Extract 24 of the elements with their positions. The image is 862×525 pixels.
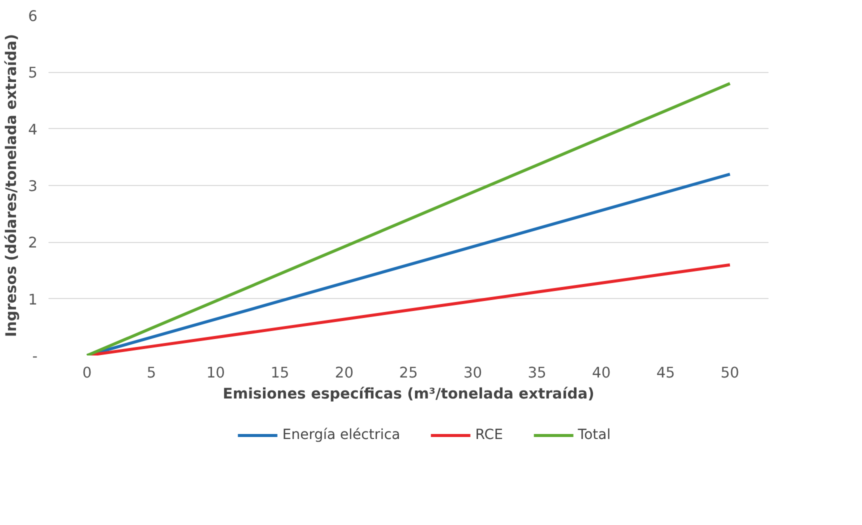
x-tick-label: 20 [334, 364, 354, 382]
x-tick-label: 45 [656, 364, 675, 382]
x-tick-label: 30 [463, 364, 482, 382]
y-tick-label: - [32, 348, 38, 365]
x-tick-label: 25 [399, 364, 418, 382]
x-tick-label: 10 [206, 364, 225, 382]
y-tick-label: 2 [28, 234, 38, 252]
x-tick-label: 50 [720, 364, 740, 382]
x-axis-title: Emisiones específicas (m³/tonelada extraída) [222, 386, 594, 402]
line-series [86, 82, 732, 356]
x-tick-label: 40 [592, 364, 611, 382]
x-tick-label: 15 [270, 364, 290, 382]
x-tick-label: 5 [146, 364, 156, 382]
y-tick-label: 3 [28, 178, 38, 195]
x-tick-label: 35 [528, 364, 546, 382]
y-tick-label: 5 [28, 64, 38, 82]
legend-label: RCE [475, 427, 503, 443]
legend-label: Energía eléctrica [282, 427, 400, 443]
x-tick-label: 0 [82, 364, 92, 382]
legend-label: Total [578, 427, 611, 443]
y-tick-label: 4 [28, 121, 38, 138]
y-tick-label: 6 [28, 8, 38, 25]
y-axis-title: Ingresos (dólares/tonelada extraída) [3, 34, 20, 338]
y-tick-label: 1 [28, 291, 38, 308]
